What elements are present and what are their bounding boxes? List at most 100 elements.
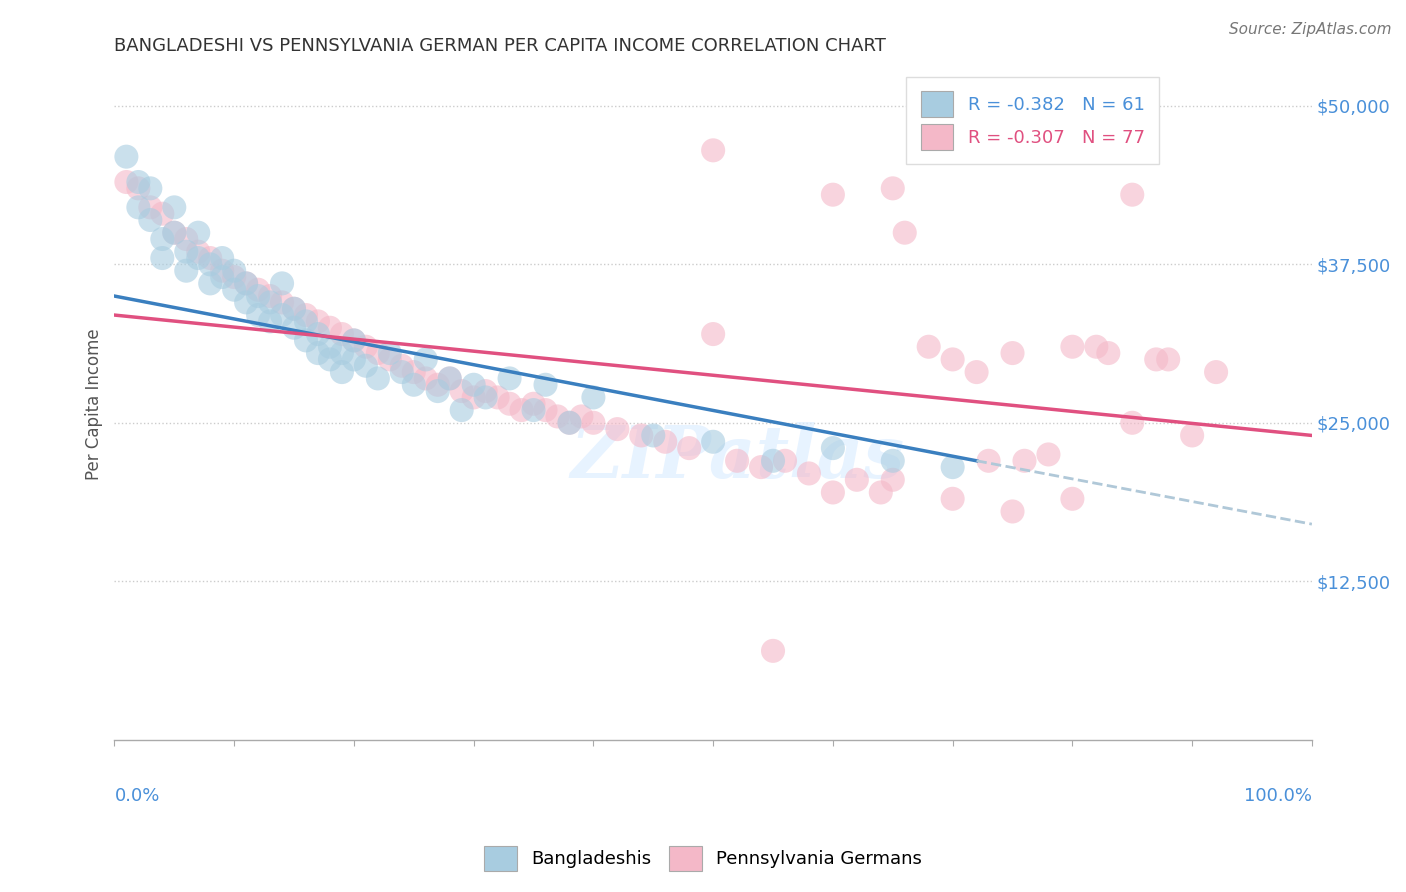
Point bbox=[224, 263, 246, 277]
Point bbox=[439, 371, 461, 385]
Point bbox=[558, 416, 581, 430]
Point bbox=[1062, 491, 1084, 506]
Point bbox=[582, 391, 605, 405]
Point bbox=[869, 485, 891, 500]
Point bbox=[174, 244, 197, 259]
Point bbox=[1181, 428, 1204, 442]
Point bbox=[450, 384, 472, 398]
Point bbox=[343, 352, 366, 367]
Point bbox=[150, 251, 173, 265]
Point bbox=[139, 181, 162, 195]
Point bbox=[259, 314, 281, 328]
Point bbox=[643, 428, 665, 442]
Point bbox=[510, 403, 533, 417]
Point bbox=[1001, 346, 1024, 360]
Point bbox=[821, 187, 844, 202]
Point bbox=[882, 181, 904, 195]
Point bbox=[391, 359, 413, 373]
Point bbox=[319, 352, 342, 367]
Point bbox=[942, 491, 965, 506]
Point bbox=[174, 232, 197, 246]
Text: BANGLADESHI VS PENNSYLVANIA GERMAN PER CAPITA INCOME CORRELATION CHART: BANGLADESHI VS PENNSYLVANIA GERMAN PER C… bbox=[114, 37, 886, 55]
Point bbox=[797, 467, 820, 481]
Point bbox=[474, 384, 496, 398]
Point bbox=[402, 365, 425, 379]
Point bbox=[247, 308, 270, 322]
Point bbox=[942, 460, 965, 475]
Y-axis label: Per Capita Income: Per Capita Income bbox=[86, 328, 103, 480]
Point bbox=[571, 409, 593, 424]
Point bbox=[1001, 504, 1024, 518]
Point bbox=[450, 403, 472, 417]
Point bbox=[224, 283, 246, 297]
Point bbox=[330, 346, 353, 360]
Point bbox=[127, 181, 149, 195]
Point bbox=[773, 454, 796, 468]
Point bbox=[845, 473, 868, 487]
Point bbox=[307, 327, 329, 342]
Point bbox=[439, 371, 461, 385]
Point bbox=[415, 352, 437, 367]
Point bbox=[558, 416, 581, 430]
Point bbox=[200, 277, 222, 291]
Point bbox=[606, 422, 628, 436]
Point bbox=[474, 391, 496, 405]
Point bbox=[319, 340, 342, 354]
Point bbox=[391, 365, 413, 379]
Point bbox=[702, 144, 724, 158]
Point bbox=[1121, 416, 1143, 430]
Point bbox=[498, 397, 520, 411]
Point bbox=[1097, 346, 1119, 360]
Point bbox=[762, 454, 785, 468]
Point bbox=[762, 644, 785, 658]
Point bbox=[1085, 340, 1108, 354]
Point bbox=[295, 334, 318, 348]
Point bbox=[139, 213, 162, 227]
Point bbox=[295, 308, 318, 322]
Point bbox=[247, 289, 270, 303]
Point bbox=[426, 384, 449, 398]
Point bbox=[821, 441, 844, 455]
Point bbox=[702, 434, 724, 449]
Point bbox=[378, 352, 401, 367]
Point bbox=[319, 320, 342, 334]
Point bbox=[200, 257, 222, 271]
Point bbox=[271, 308, 294, 322]
Text: Source: ZipAtlas.com: Source: ZipAtlas.com bbox=[1229, 22, 1392, 37]
Point bbox=[415, 371, 437, 385]
Point bbox=[187, 226, 209, 240]
Point bbox=[150, 207, 173, 221]
Point bbox=[115, 150, 138, 164]
Point bbox=[224, 270, 246, 285]
Point bbox=[486, 391, 509, 405]
Point bbox=[367, 371, 389, 385]
Point bbox=[235, 277, 257, 291]
Point bbox=[343, 334, 366, 348]
Point bbox=[654, 434, 676, 449]
Point bbox=[150, 232, 173, 246]
Point bbox=[163, 200, 186, 214]
Text: 0.0%: 0.0% bbox=[114, 787, 160, 805]
Point bbox=[630, 428, 652, 442]
Point bbox=[463, 377, 485, 392]
Point bbox=[678, 441, 700, 455]
Point bbox=[942, 352, 965, 367]
Point bbox=[211, 251, 233, 265]
Point bbox=[174, 263, 197, 277]
Point bbox=[1205, 365, 1227, 379]
Point bbox=[463, 391, 485, 405]
Point bbox=[821, 485, 844, 500]
Point bbox=[211, 270, 233, 285]
Point bbox=[378, 346, 401, 360]
Point bbox=[1014, 454, 1036, 468]
Point bbox=[163, 226, 186, 240]
Point bbox=[127, 175, 149, 189]
Point bbox=[235, 277, 257, 291]
Point bbox=[522, 397, 544, 411]
Point bbox=[283, 320, 305, 334]
Point bbox=[966, 365, 988, 379]
Point bbox=[271, 277, 294, 291]
Point bbox=[582, 416, 605, 430]
Point bbox=[702, 327, 724, 342]
Point bbox=[235, 295, 257, 310]
